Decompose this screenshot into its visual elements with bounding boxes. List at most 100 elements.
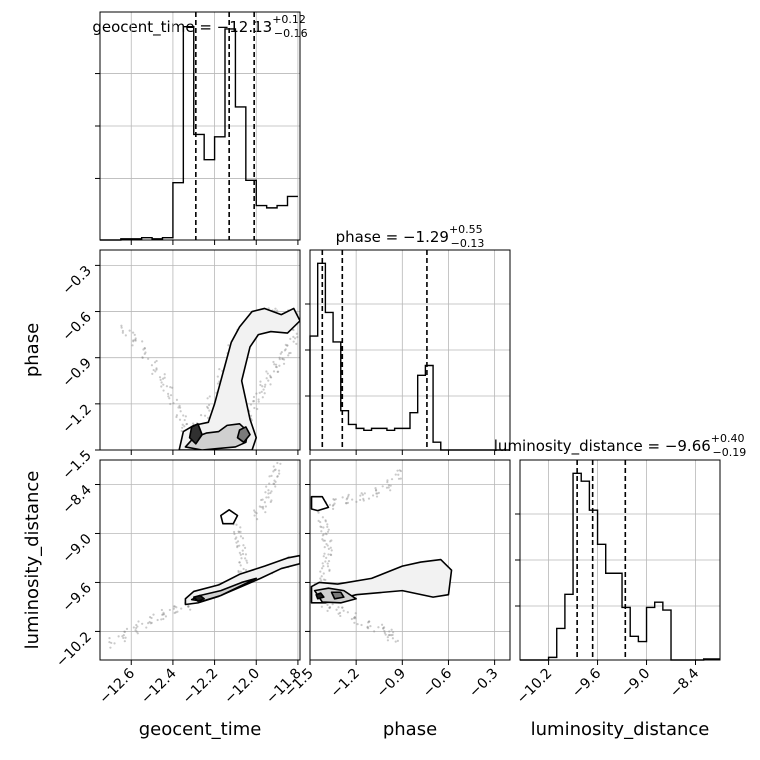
sample-point — [261, 385, 264, 388]
sample-point — [328, 503, 332, 506]
sample-point — [273, 482, 276, 486]
sample-point — [322, 539, 325, 542]
frame-luminosity_distance — [519, 459, 721, 661]
title-geocent-time-minus: −0.16 — [274, 27, 308, 40]
sample-point — [244, 568, 248, 572]
sample-point — [108, 637, 111, 640]
sample-point — [252, 395, 256, 399]
sample-point — [172, 605, 176, 608]
sample-point — [178, 406, 182, 409]
sample-point — [327, 553, 330, 556]
sample-point — [122, 634, 125, 637]
sample-point — [155, 359, 158, 363]
sample-point — [328, 568, 331, 571]
sample-point — [337, 612, 340, 615]
contour-phase_vs_geocent_time-0 — [178, 307, 300, 450]
sample-point — [242, 544, 245, 547]
contour-luminosity_distance_vs_phase-4 — [310, 495, 330, 512]
sample-point — [187, 605, 190, 608]
sample-point — [199, 414, 203, 417]
sample-point — [178, 404, 181, 407]
sample-point — [124, 636, 127, 639]
sample-point — [321, 516, 324, 519]
sample-point — [322, 572, 325, 575]
sample-point — [238, 530, 241, 534]
contour-luminosity_distance_vs_phase-3 — [315, 592, 325, 600]
sample-point — [124, 334, 127, 337]
sample-point — [173, 605, 176, 608]
sample-point — [376, 492, 379, 495]
sample-point — [274, 363, 278, 366]
sample-point — [131, 331, 135, 334]
sample-point — [320, 530, 323, 533]
sample-point — [377, 491, 380, 494]
contour-phase_vs_geocent_time-2 — [236, 426, 251, 444]
sample-point — [262, 388, 265, 391]
sample-point — [237, 571, 240, 574]
frame-p-scatter-ld-gt — [99, 459, 301, 661]
sample-point — [242, 567, 245, 571]
sample-point — [325, 542, 328, 546]
sample-point — [278, 356, 281, 359]
sample-point — [353, 616, 356, 619]
sample-point — [276, 475, 279, 478]
sample-point — [268, 482, 271, 485]
sample-point — [270, 499, 273, 502]
sample-point — [387, 486, 390, 489]
sample-point — [152, 613, 155, 616]
sample-point — [123, 630, 126, 633]
sample-point — [269, 375, 272, 379]
sample-point — [266, 372, 269, 375]
sample-point — [163, 376, 166, 379]
histogram-phase-steps — [309, 262, 510, 451]
sample-point — [135, 626, 138, 630]
sample-point — [286, 344, 289, 347]
sample-point — [241, 549, 244, 552]
sample-point — [180, 429, 183, 433]
sample-point — [331, 504, 334, 507]
title-geocent-time-median: −12.13 — [217, 18, 273, 36]
sample-point — [324, 578, 327, 582]
sample-point — [147, 357, 150, 360]
sample-point — [123, 640, 126, 643]
sample-point — [359, 494, 362, 497]
ylabel-phase: phase — [22, 323, 43, 377]
sample-point — [176, 610, 179, 613]
xaxis-p-scatter-ld-gt-ticklabel-0: −12.6 — [96, 665, 138, 707]
sample-point — [269, 491, 272, 495]
sample-point — [238, 561, 241, 564]
sample-point — [121, 331, 124, 334]
sample-point — [330, 539, 333, 542]
sample-point — [152, 368, 155, 372]
sample-point — [141, 356, 144, 359]
sample-point — [344, 502, 348, 505]
sample-point — [253, 509, 256, 512]
sample-point — [182, 414, 185, 417]
sample-point — [387, 484, 391, 487]
sample-point — [136, 625, 139, 628]
sample-point — [360, 623, 363, 627]
sample-point — [135, 623, 138, 627]
sample-point — [389, 484, 392, 487]
xaxis-p-scatter-ld-ph-ticklabel-2: −0.9 — [374, 666, 409, 701]
sample-point — [384, 633, 387, 636]
sample-point — [274, 307, 277, 310]
sample-point — [148, 616, 152, 619]
sample-point — [216, 382, 220, 385]
sample-point — [160, 385, 163, 388]
sample-point — [167, 392, 170, 396]
sample-point — [324, 520, 327, 523]
sample-point — [172, 402, 175, 405]
sample-point — [122, 636, 125, 640]
sample-point — [260, 498, 263, 502]
sample-point — [391, 633, 394, 637]
sample-point — [375, 492, 378, 495]
sample-point — [261, 396, 264, 399]
sample-point — [261, 498, 264, 501]
sample-point — [328, 606, 331, 609]
sample-point — [374, 489, 378, 492]
contour-luminosity-distance-vs-geocent-time-panel: −12.6 −12.4 −12.2 −12.0 −11.8−10.2−9.6−9.0−8… — [53, 459, 305, 707]
histogram-luminosity-distance-panel: luminosity_distance = −9.66+0.40 −0.19 −1… — [494, 432, 746, 707]
sample-point — [277, 469, 281, 472]
